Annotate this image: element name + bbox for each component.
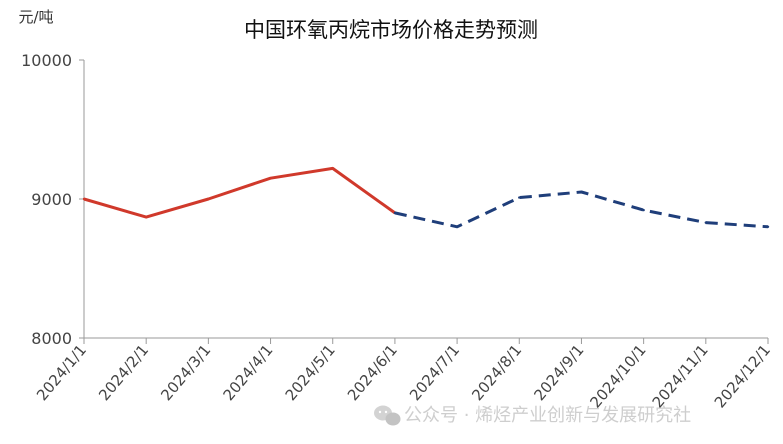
x-tick-label: 2024/8/1 [468, 341, 525, 404]
data-point [331, 167, 334, 170]
y-tick-label: 10000 [21, 51, 72, 70]
x-tick-label: 2024/5/1 [282, 341, 339, 404]
x-tick-label: 2024/7/1 [406, 341, 463, 404]
watermark: 公众号 · 烯烃产业创新与发展研究社 [374, 405, 691, 426]
forecast-series-line [394, 190, 769, 229]
axes [83, 60, 768, 339]
data-point [580, 190, 583, 194]
y-ticks: 8000 9000 10000 [21, 51, 84, 348]
x-tick-label: 2024/1/1 [33, 341, 90, 404]
data-point [82, 197, 86, 201]
data-point [207, 197, 210, 201]
actual-series-line [83, 166, 396, 219]
x-ticks: 2024/1/1 2024/2/1 2024/3/1 2024/4/1 2024/5/1… [33, 338, 774, 411]
series-group [82, 166, 770, 229]
x-tick-label: 2024/9/1 [530, 341, 587, 404]
chart-title: 中国环氧丙烷市场价格走势预测 [244, 18, 538, 42]
x-tick-label: 2024/6/1 [344, 341, 401, 404]
data-point [144, 215, 148, 219]
x-tick-label: 2024/4/1 [220, 341, 277, 404]
x-tick-label: 2024/11/1 [649, 341, 712, 411]
y-tick-label: 8000 [31, 329, 72, 348]
x-tick-label: 2024/12/1 [711, 341, 774, 411]
data-point [704, 221, 708, 224]
data-point [269, 176, 272, 180]
x-tick-label: 2024/3/1 [157, 341, 214, 404]
y-tick-label: 9000 [31, 190, 72, 209]
data-point [393, 211, 397, 215]
x-tick-label: 2024/2/1 [95, 341, 152, 404]
watermark-text: 公众号 · 烯烃产业创新与发展研究社 [404, 405, 691, 426]
data-point [455, 225, 459, 228]
x-tick-label: 2024/10/1 [586, 341, 649, 411]
data-point [518, 196, 521, 199]
data-point [642, 208, 645, 212]
wechat-icon [374, 405, 401, 426]
y-unit-label: 元/吨 [18, 8, 53, 26]
data-point [766, 225, 770, 228]
